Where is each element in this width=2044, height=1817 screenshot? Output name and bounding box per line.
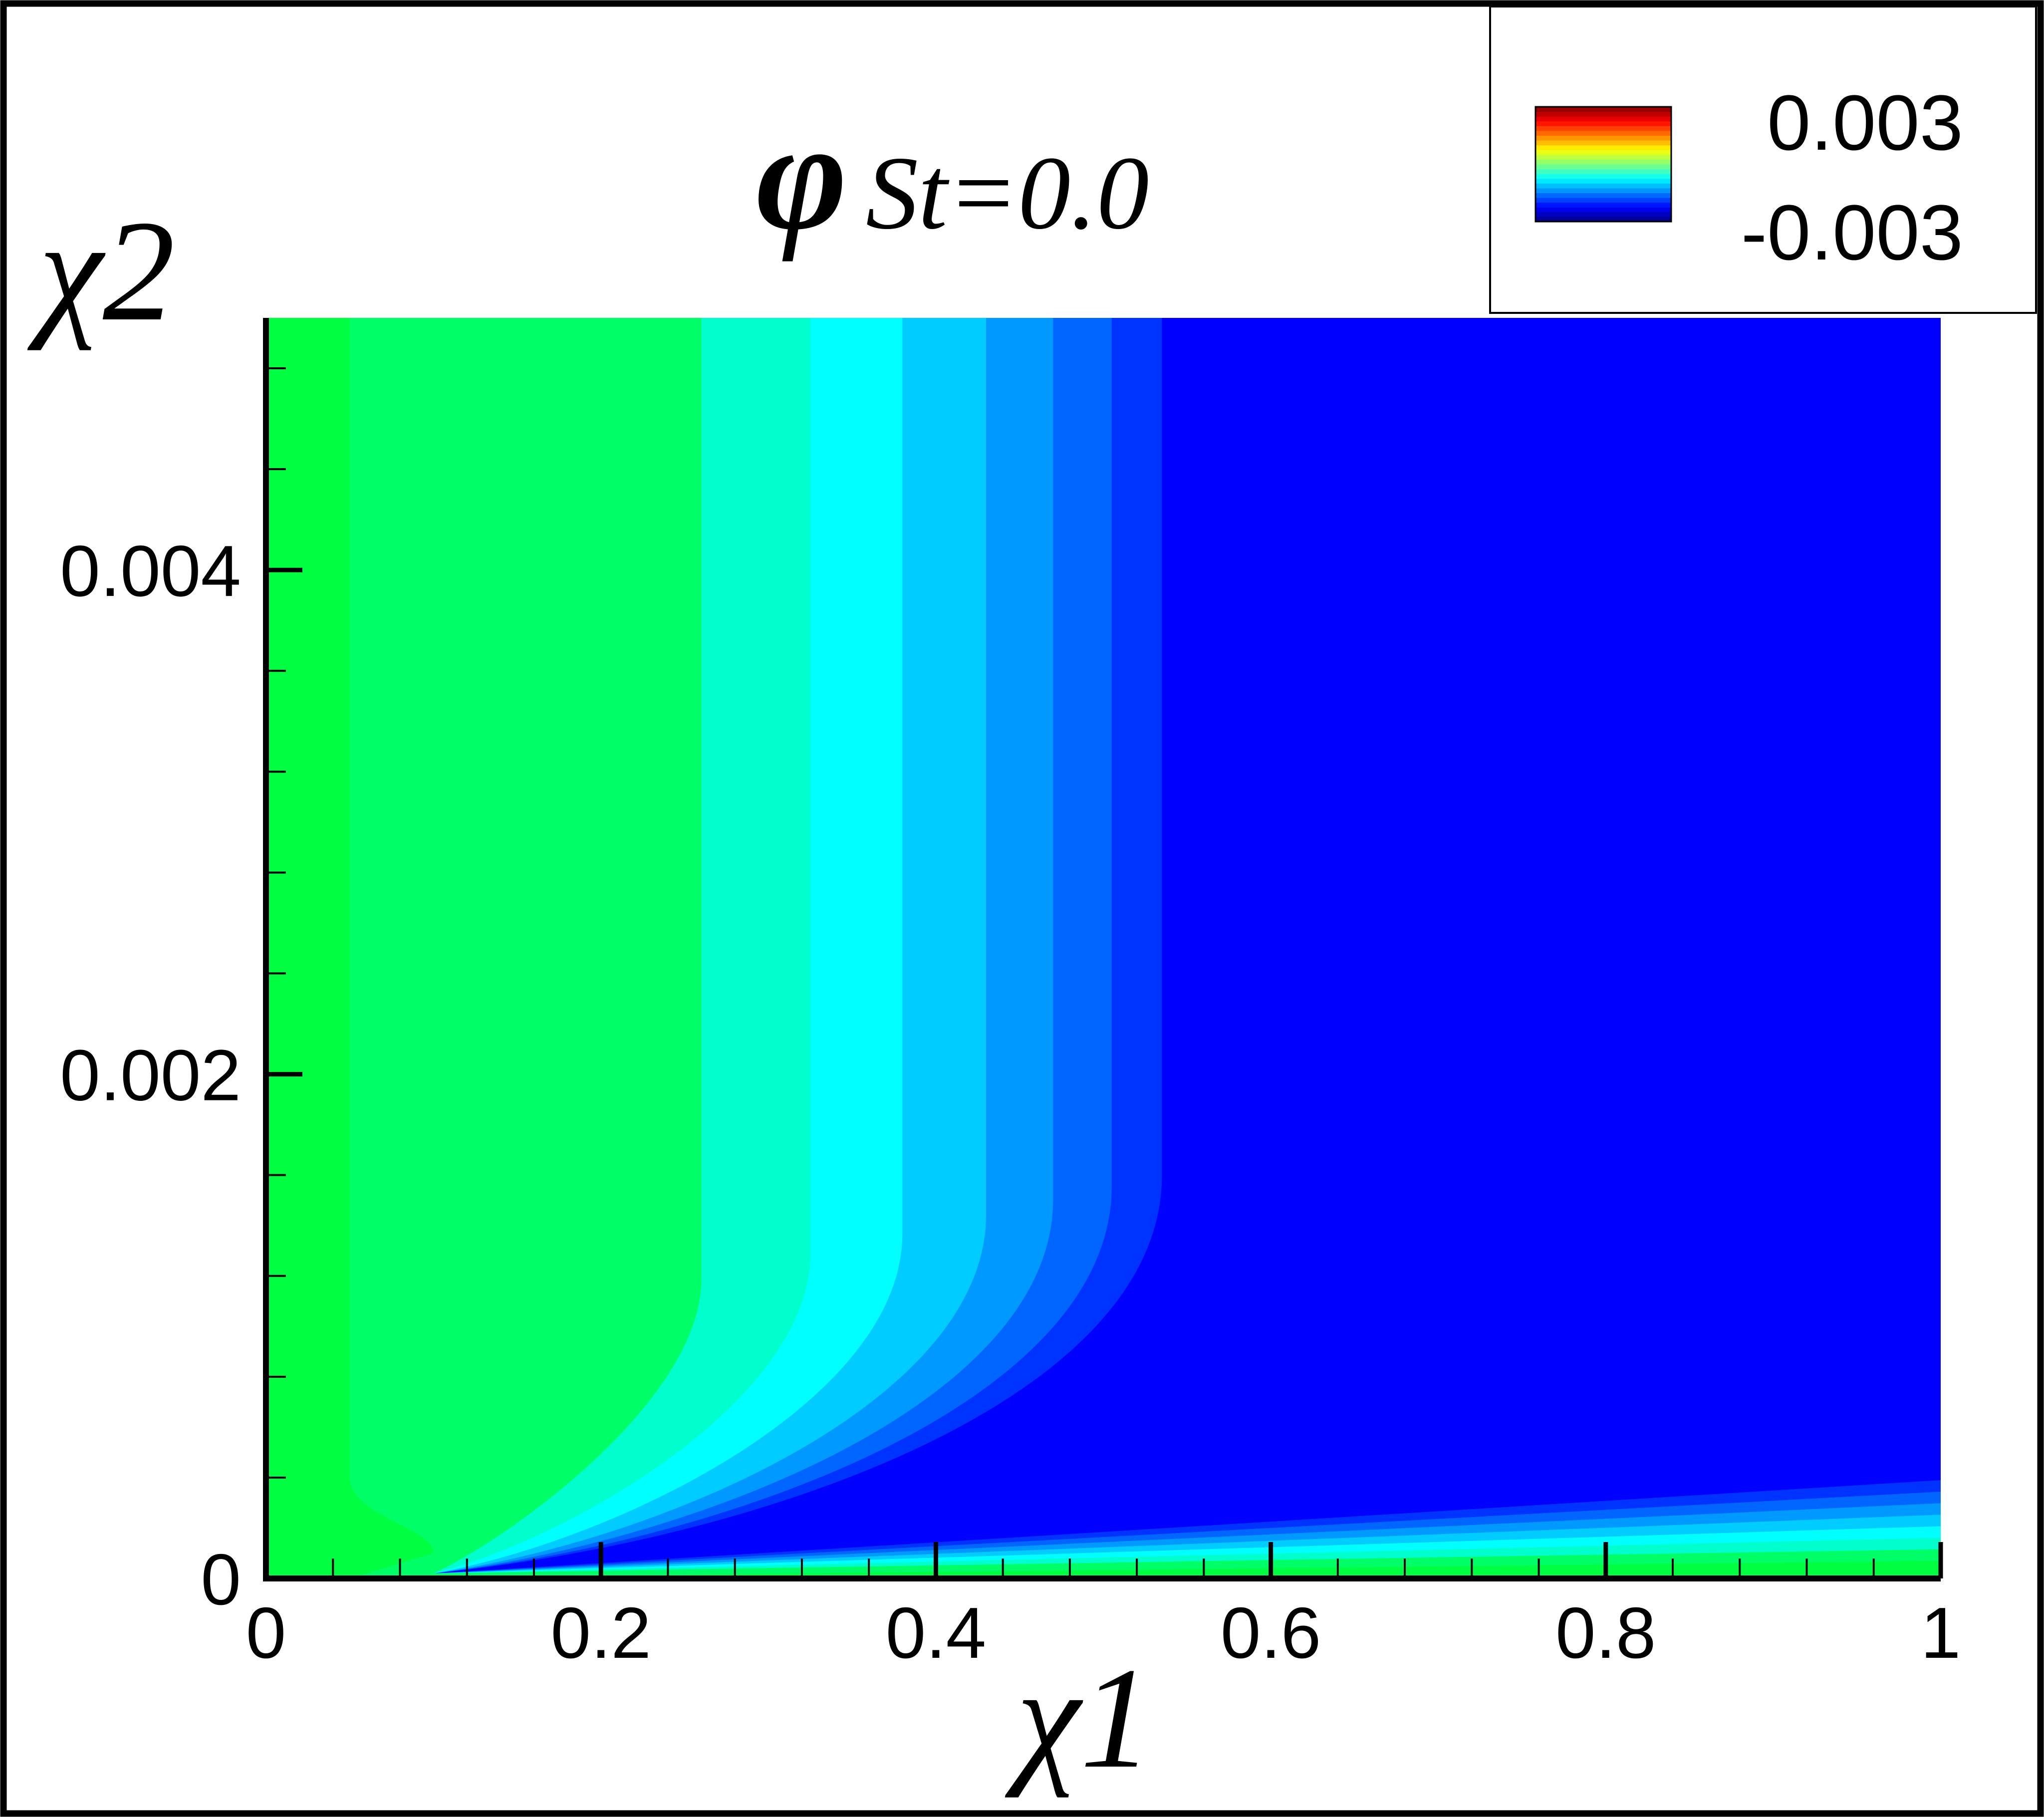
chart-title: φ [756, 89, 847, 262]
colorbar-band [1535, 130, 1671, 136]
colorbar-band [1535, 145, 1671, 150]
colorbar-band [1535, 207, 1671, 213]
plot-area [266, 318, 1941, 1578]
x-axis-label: χ1 [1003, 1638, 1153, 1798]
colorbar-band [1535, 126, 1671, 131]
colorbar-band [1535, 198, 1671, 203]
colorbar-band [1535, 140, 1671, 146]
y-tick-label: 0 [201, 1539, 241, 1620]
colorbar-band [1535, 111, 1671, 117]
colorbar-band [1535, 107, 1671, 112]
y-axis-label: χ2 [25, 191, 175, 351]
colorbar-band [1535, 135, 1671, 141]
colorbar-band [1535, 193, 1671, 198]
colorbar-band [1535, 202, 1671, 208]
contour-band [266, 318, 1941, 1578]
colorbar-band [1535, 169, 1671, 174]
colorbar-outline [1534, 106, 1672, 223]
colorbar-band [1535, 183, 1671, 189]
y-tick-label: 0.002 [60, 1035, 241, 1116]
colorbar-band [1535, 217, 1671, 222]
colorbar-band [1535, 212, 1671, 217]
colorbar-max-label: 0.003 [1767, 79, 1963, 167]
colorbar-band [1535, 121, 1671, 126]
x-tick-label: 1 [1921, 1592, 1961, 1673]
y-tick-label: 0.004 [60, 530, 241, 611]
x-tick-label: 0.2 [550, 1592, 651, 1673]
colorbar-band [1535, 116, 1671, 122]
colorbar-band [1535, 154, 1671, 160]
colorbar-band [1535, 150, 1671, 155]
colorbar-min-label: -0.003 [1741, 189, 1963, 276]
x-tick-label: 0 [246, 1592, 286, 1673]
x-tick-label: 0.8 [1555, 1592, 1656, 1673]
colorbar-band [1535, 174, 1671, 179]
chart-title-subscript: St=0.0 [866, 135, 1149, 251]
x-tick-label: 0.6 [1221, 1592, 1321, 1673]
axes: 0 0.002 0.004 0 0.2 0.4 0.6 0.8 1 [60, 318, 1961, 1673]
colorbar-band [1535, 188, 1671, 193]
colorbar-band [1535, 164, 1671, 170]
colorbar [1534, 106, 1672, 223]
colorbar-band [1535, 159, 1671, 165]
colorbar-band [1535, 178, 1671, 184]
x-tick-label: 0.4 [886, 1592, 987, 1673]
